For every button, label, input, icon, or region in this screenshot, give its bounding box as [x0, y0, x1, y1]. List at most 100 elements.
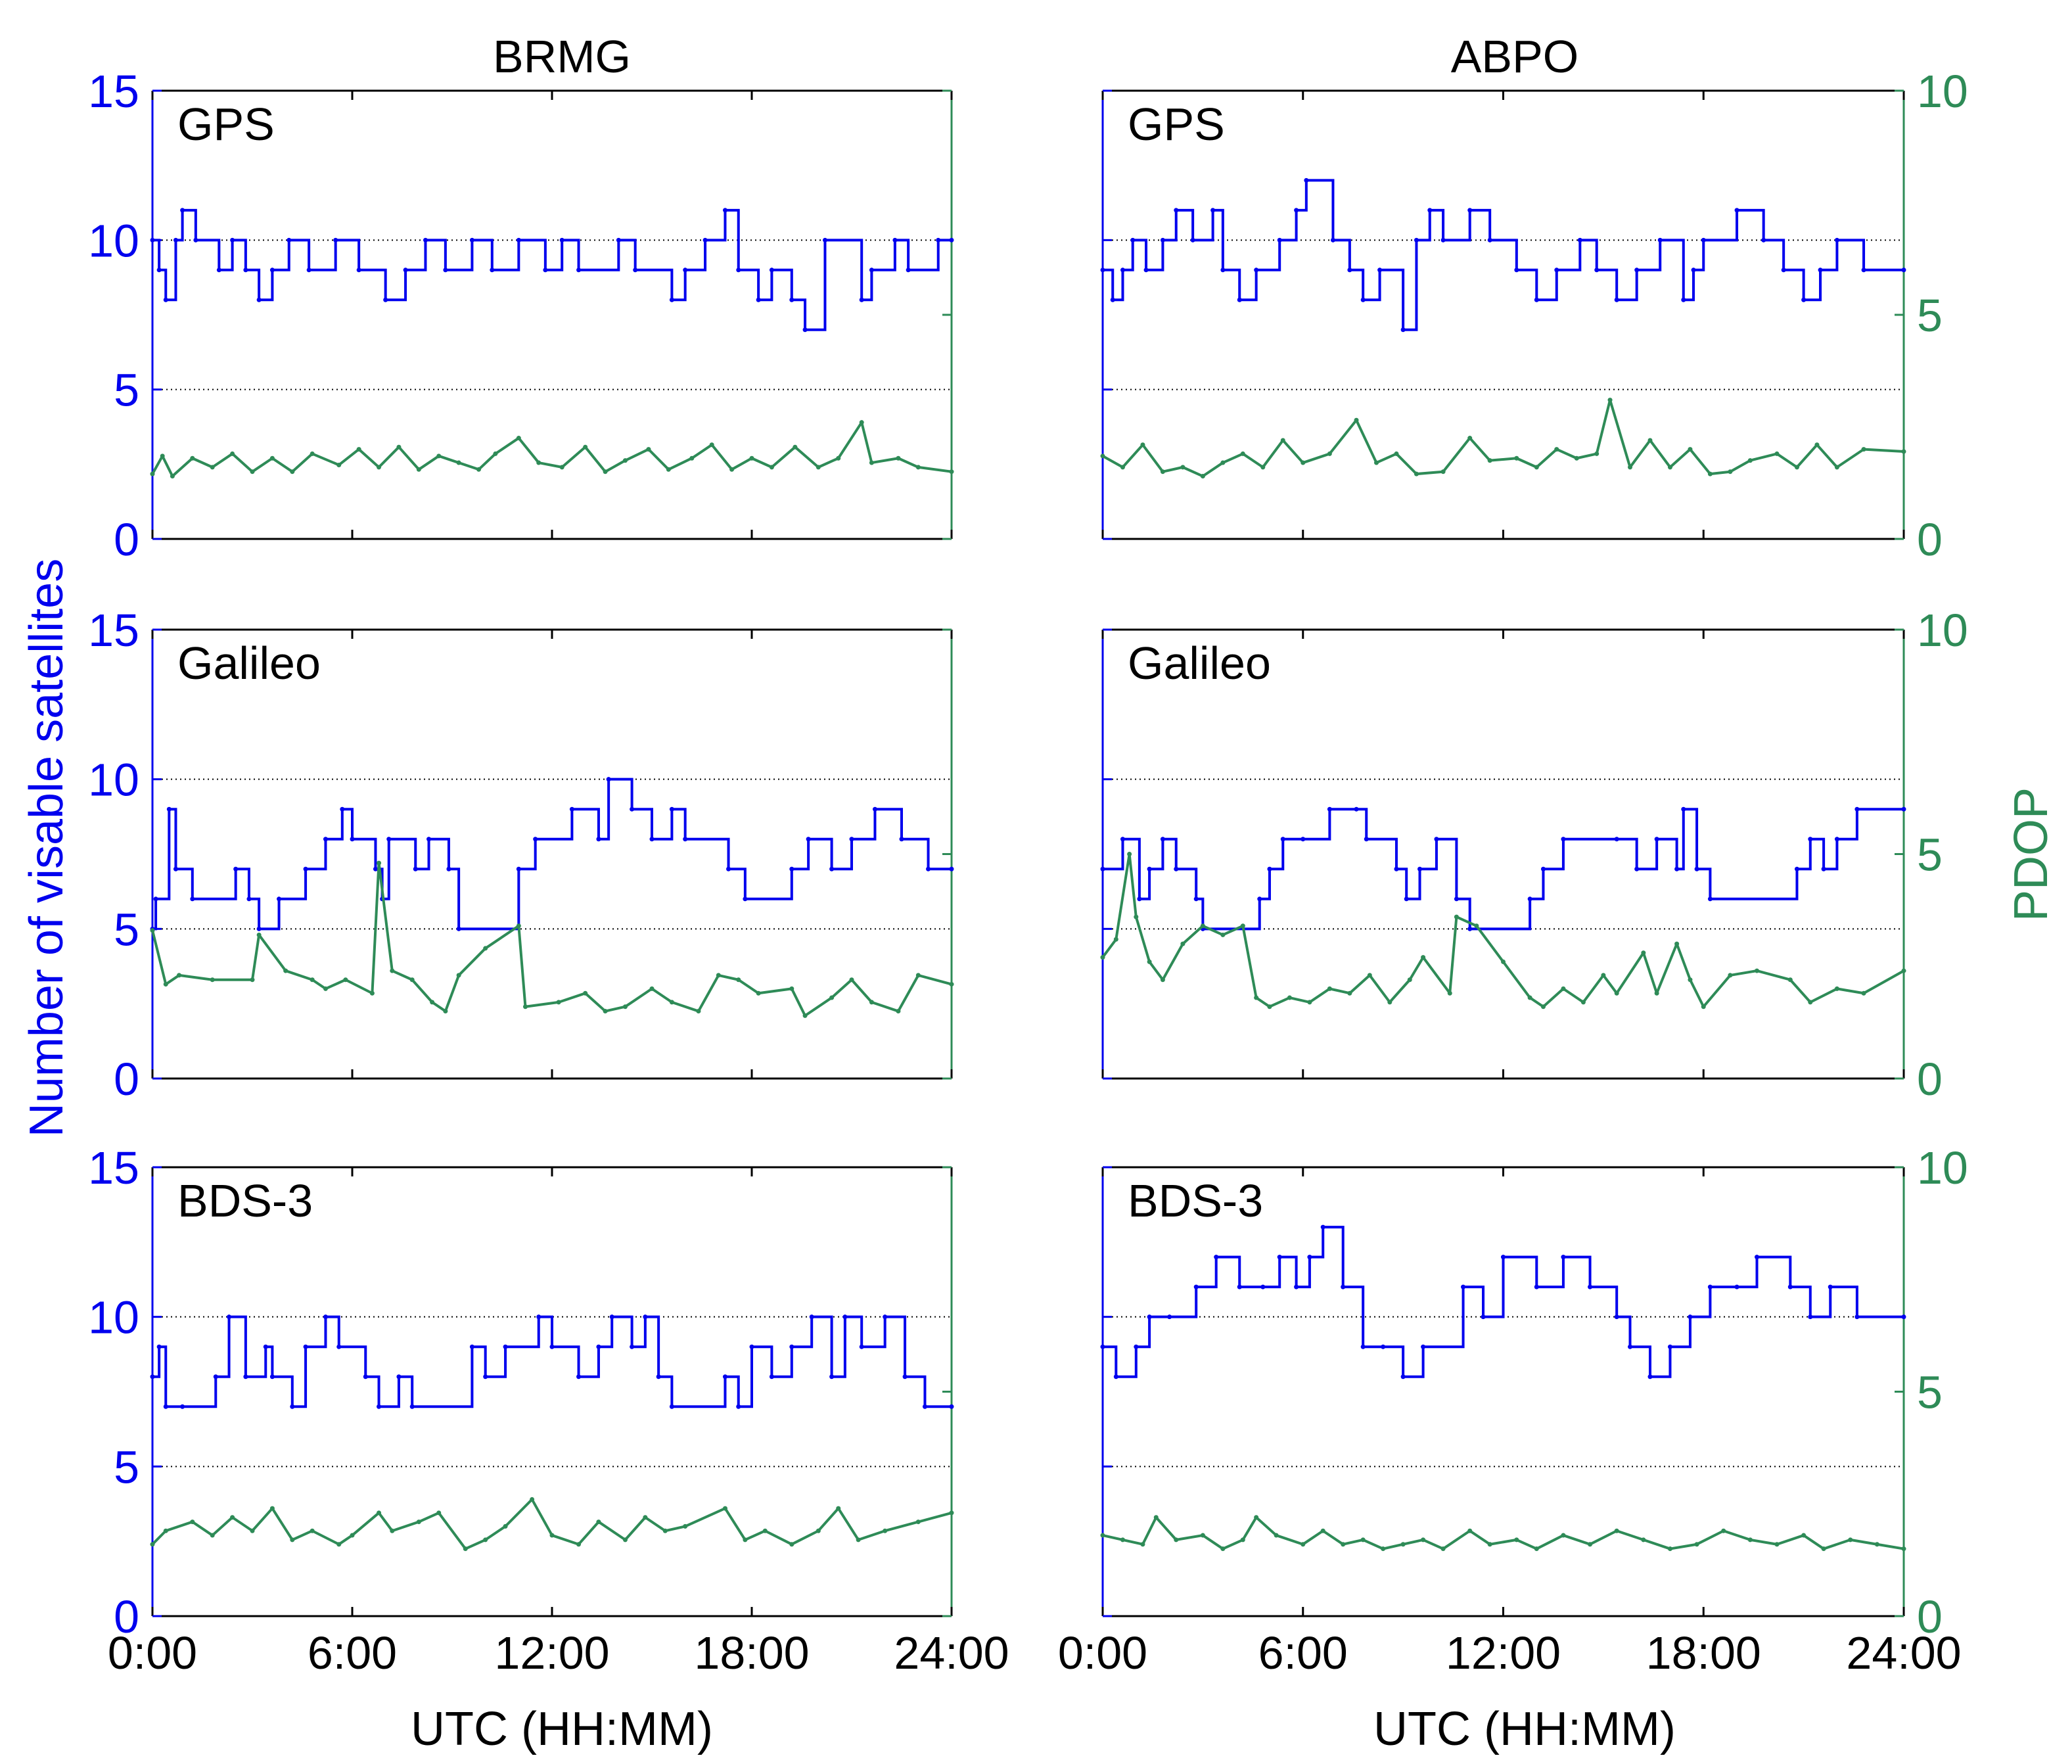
x-tick-label: 24:00 — [894, 1627, 1009, 1679]
satellites-point — [1534, 1284, 1539, 1289]
satellites-point — [173, 866, 178, 871]
pdop-point — [1747, 1537, 1753, 1543]
pdop-point — [683, 1523, 688, 1529]
satellites-point — [1137, 896, 1142, 902]
pdop-point — [250, 469, 255, 475]
pdop-point — [1561, 1533, 1566, 1538]
satellites-point — [722, 208, 727, 213]
satellites-series-line — [152, 778, 952, 931]
pdop-point — [1787, 977, 1793, 983]
pdop-point — [856, 1537, 861, 1543]
satellites-point — [383, 297, 388, 302]
pdop-point — [1287, 995, 1292, 1000]
satellites-point — [1821, 866, 1826, 871]
satellites-point — [423, 237, 428, 243]
satellites-point — [1167, 1314, 1172, 1320]
satellites-point — [1381, 1344, 1386, 1349]
satellites-point — [869, 267, 874, 273]
satellites-point — [216, 267, 221, 273]
satellites-point — [1467, 208, 1473, 213]
satellites-point — [1160, 237, 1165, 243]
satellites-point — [1561, 837, 1566, 842]
pdop-point — [1387, 1000, 1393, 1005]
pdop-point — [1641, 1537, 1646, 1543]
satellites-point — [669, 297, 674, 302]
y-tick-label-left: 15 — [88, 66, 139, 117]
pdop-point — [377, 465, 382, 470]
pdop-point — [430, 1000, 435, 1005]
satellites-point — [1304, 177, 1309, 183]
pdop-point — [1254, 1515, 1259, 1520]
satellites-point — [426, 837, 432, 842]
satellites-point — [1190, 237, 1195, 243]
pdop-point — [369, 990, 375, 996]
x-tick-label: 18:00 — [694, 1627, 809, 1679]
satellites-point — [1614, 1314, 1619, 1320]
pdop-point — [1440, 1546, 1446, 1552]
satellites-point — [193, 237, 198, 243]
satellites-point — [899, 837, 904, 842]
system-label: BDS-3 — [1128, 1175, 1263, 1226]
satellites-point — [356, 267, 361, 273]
satellites-point — [363, 1374, 368, 1380]
satellites-point — [256, 297, 262, 302]
pdop-point — [230, 451, 235, 456]
pdop-point — [643, 1515, 648, 1520]
pdop-point — [736, 977, 741, 983]
satellites-point — [849, 837, 854, 842]
pdop-point — [1467, 436, 1473, 441]
satellites-point — [576, 267, 582, 273]
y-tick-label-right: 10 — [1917, 605, 1968, 656]
pdop-point — [1360, 1537, 1366, 1543]
pdop-series-line — [151, 1498, 952, 1550]
pdop-point — [210, 1533, 215, 1538]
system-label: Galileo — [1128, 638, 1271, 689]
pdop-point — [1267, 1004, 1272, 1010]
pdop-point — [1174, 1537, 1179, 1543]
satellites-point — [377, 1404, 382, 1409]
satellites-point — [829, 866, 835, 871]
pdop-point — [1721, 1528, 1726, 1533]
satellites-point — [536, 1314, 541, 1320]
satellites-point — [1674, 866, 1680, 871]
pdop-point — [396, 444, 402, 450]
satellites-point — [1501, 1255, 1506, 1260]
satellites-point — [872, 806, 877, 812]
satellites-point — [323, 837, 328, 842]
panel-abpo-gps: 0 5 10 GPS — [1100, 66, 1968, 565]
satellites-point — [702, 237, 708, 243]
satellites-point — [516, 866, 521, 871]
pdop-point — [377, 860, 382, 866]
satellites-point — [883, 1314, 888, 1320]
satellites-point — [1588, 1284, 1593, 1289]
pdop-point — [1628, 465, 1633, 470]
satellites-point — [1828, 1284, 1833, 1289]
satellites-point — [1400, 327, 1406, 333]
satellites-point — [609, 1314, 614, 1320]
pdop-point — [1113, 937, 1118, 942]
y-tick-label-right: 10 — [1917, 66, 1968, 117]
satellites-point — [1467, 926, 1473, 931]
satellites-point — [386, 837, 392, 842]
pdop-point — [1574, 455, 1579, 461]
pdop-point — [915, 465, 921, 470]
pdop-point — [1180, 465, 1186, 470]
satellites-point — [1377, 267, 1383, 273]
satellites-point — [633, 267, 638, 273]
satellites-point — [1277, 1255, 1282, 1260]
y-tick-label-right: 5 — [1917, 829, 1943, 881]
satellites-point — [1267, 866, 1272, 871]
pdop-point — [756, 990, 761, 996]
pdop-point — [483, 1537, 488, 1543]
pdop-point — [646, 447, 651, 452]
pdop-point — [463, 1546, 468, 1552]
satellites-point — [150, 1374, 155, 1380]
satellites-point — [396, 1374, 402, 1380]
satellites-point — [333, 237, 338, 243]
pdop-point — [1347, 990, 1352, 996]
satellites-point — [1454, 896, 1459, 902]
pdop-point — [1100, 955, 1105, 960]
satellites-point — [1794, 866, 1799, 871]
satellites-point — [469, 1344, 474, 1349]
pdop-point — [549, 1533, 555, 1538]
